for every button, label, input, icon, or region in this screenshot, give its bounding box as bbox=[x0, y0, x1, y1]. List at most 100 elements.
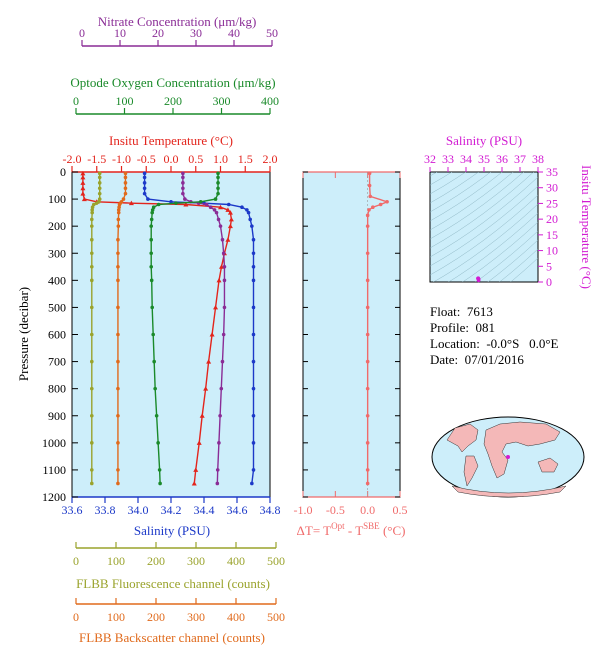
ts-temperature-tick-label: 25 bbox=[546, 196, 558, 210]
ts-isopycnal bbox=[430, 60, 538, 140]
float-location-marker bbox=[506, 455, 510, 459]
oxygen-point bbox=[150, 210, 154, 215]
nitrate-point bbox=[221, 332, 226, 337]
fluorescence-tick-label: 400 bbox=[227, 554, 245, 568]
fluorescence-point bbox=[90, 332, 94, 337]
fluorescence-point bbox=[90, 468, 94, 472]
ts-isopycnal bbox=[448, 212, 538, 282]
temperature-point bbox=[80, 185, 86, 191]
temperature-point bbox=[203, 386, 209, 391]
fluorescence-point bbox=[94, 201, 99, 205]
backscatter-point bbox=[123, 191, 128, 196]
salinity-tick-label: 34.4 bbox=[194, 503, 215, 517]
salinity-point bbox=[246, 210, 251, 215]
temperature-tick-label: 1.0 bbox=[213, 152, 228, 166]
fluorescence-point bbox=[91, 202, 96, 207]
temperature-point bbox=[80, 170, 86, 176]
fluorescence-point bbox=[90, 217, 94, 222]
salinity-point bbox=[142, 175, 147, 180]
temperature-point bbox=[81, 196, 87, 202]
temperature-point bbox=[193, 467, 199, 472]
ts-isopycnal bbox=[430, 172, 453, 186]
salinity-point bbox=[142, 171, 147, 176]
temperature-point bbox=[191, 480, 197, 486]
ts-isopycnal bbox=[430, 172, 503, 222]
ts-isopycnal bbox=[499, 248, 538, 282]
fluorescence-tick-label: 0 bbox=[73, 554, 79, 568]
backscatter-point bbox=[116, 441, 120, 445]
salinity-point bbox=[248, 217, 252, 222]
backscatter-point bbox=[116, 413, 120, 418]
temperature-point bbox=[80, 174, 86, 180]
delta-t-tick-label: -1.0 bbox=[294, 503, 313, 517]
salinity-point bbox=[251, 264, 256, 269]
fluorescence-point bbox=[90, 305, 94, 310]
oxygen-point bbox=[216, 186, 220, 191]
oxygen-point bbox=[151, 205, 156, 210]
nitrate-point bbox=[221, 251, 226, 256]
fluorescence-point bbox=[97, 197, 102, 201]
ts-isopycnal bbox=[430, 172, 534, 249]
ts-isopycnal bbox=[430, 172, 492, 213]
delta-t-point bbox=[365, 278, 370, 283]
ts-isopycnal bbox=[430, 42, 538, 122]
backscatter-point bbox=[123, 186, 128, 191]
nitrate-point bbox=[215, 468, 220, 472]
pressure-tick-label: 1100 bbox=[42, 463, 66, 477]
ts-salinity-tick-label: 37 bbox=[514, 152, 526, 166]
ts-isopycnal bbox=[433, 203, 538, 282]
oxygen-point bbox=[152, 359, 156, 364]
backscatter-point bbox=[116, 210, 121, 215]
backscatter-point bbox=[116, 481, 120, 486]
ts-temperature-tick-label: 0 bbox=[546, 275, 552, 289]
oxygen-point bbox=[157, 468, 162, 472]
ts-isopycnal-lines bbox=[430, 33, 538, 282]
temperature-point bbox=[225, 207, 231, 212]
map-south-america bbox=[463, 455, 479, 487]
fluorescence-point bbox=[90, 386, 94, 391]
fluorescence-point bbox=[90, 278, 94, 283]
backscatter-point bbox=[116, 386, 120, 391]
ts-isopycnal bbox=[475, 230, 538, 282]
delta-t-point bbox=[365, 386, 370, 391]
nitrate-point bbox=[222, 264, 227, 269]
backscatter-point bbox=[123, 175, 128, 180]
oxygen-tick-label: 0 bbox=[73, 94, 79, 108]
ts-isopycnal bbox=[430, 176, 538, 258]
pressure-tick-label: 800 bbox=[48, 382, 66, 396]
delta-t-axis: -1.0 -0.5 0.0 0.5 bbox=[294, 171, 408, 517]
ts-point bbox=[476, 276, 480, 281]
fluorescence-point bbox=[90, 205, 95, 210]
temperature-tick-label: 2.0 bbox=[263, 152, 278, 166]
nitrate-point bbox=[181, 181, 185, 185]
nitrate-point bbox=[204, 202, 209, 207]
salinity-point bbox=[226, 202, 231, 207]
nitrate-point bbox=[218, 413, 222, 418]
nitrate-point bbox=[222, 278, 227, 283]
backscatter-point bbox=[123, 181, 128, 185]
ts-isopycnal bbox=[510, 257, 538, 282]
temperature-point bbox=[196, 440, 202, 445]
fluorescence-point bbox=[90, 264, 94, 269]
fluorescence-axis-label: FLBB Fluorescence channel (counts) bbox=[76, 576, 270, 591]
fluorescence-point bbox=[90, 224, 94, 228]
oxygen-axis-label: Optode Oxygen Concentration (μm/kg) bbox=[70, 75, 275, 90]
salinity-tick-label: 34.2 bbox=[161, 503, 182, 517]
pressure-tick-label: 900 bbox=[48, 409, 66, 423]
temperature-point bbox=[218, 204, 223, 210]
salinity-point bbox=[142, 191, 147, 196]
oxygen-tick-label: 300 bbox=[213, 94, 231, 108]
nitrate-point bbox=[215, 481, 220, 486]
oxygen-tick-label: 400 bbox=[261, 94, 279, 108]
ts-isopycnal bbox=[430, 33, 538, 113]
backscatter-point bbox=[117, 205, 121, 210]
oxygen-point bbox=[149, 264, 153, 269]
fluorescence-point bbox=[90, 210, 94, 215]
backscatter-point bbox=[116, 468, 120, 472]
temperature-point bbox=[213, 304, 219, 310]
salinity-point bbox=[245, 208, 249, 212]
salinity-tick-label: 34.0 bbox=[128, 503, 149, 517]
temperature-point bbox=[80, 180, 86, 185]
oxygen-tick-label: 200 bbox=[164, 94, 182, 108]
